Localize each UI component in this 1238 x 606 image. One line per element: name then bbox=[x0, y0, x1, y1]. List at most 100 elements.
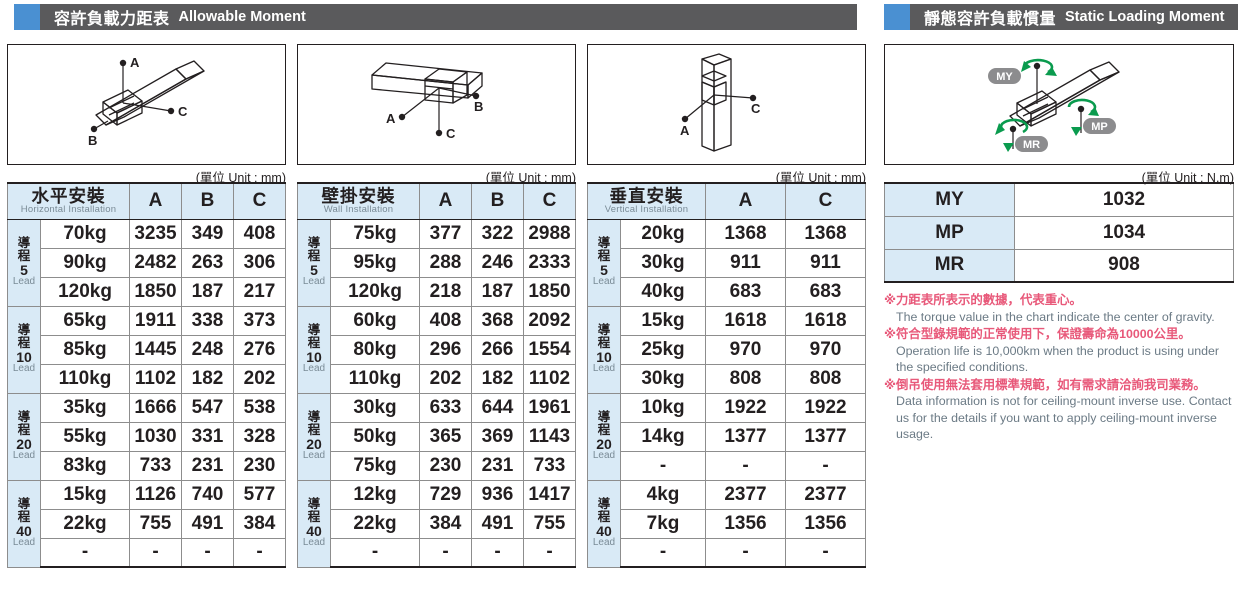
value-cell: 740 bbox=[181, 479, 234, 510]
table-row: --- bbox=[588, 537, 866, 568]
table-row: 90kg 2482 263 306 bbox=[8, 247, 286, 278]
moment-label: MP bbox=[884, 215, 1015, 250]
value-cell: 970 bbox=[705, 334, 786, 365]
table-row: 導程 5 Lead 20kg 1368 1368 bbox=[587, 218, 866, 307]
value-cell: 538 bbox=[233, 392, 286, 423]
value-cell: 1377 bbox=[785, 421, 866, 452]
wall-installation-diagram: A B C bbox=[297, 44, 576, 165]
table-row: 導程 40 Lead 12kg 729 936 1417 bbox=[297, 479, 576, 568]
label-a: A bbox=[680, 123, 690, 138]
unit-caption-static: (單位 Unit : N.m) bbox=[1141, 171, 1234, 185]
unit-caption-horizontal: (單位 Unit : mm) bbox=[195, 171, 286, 185]
value-cell: - bbox=[129, 537, 182, 568]
load-cell: 120kg bbox=[40, 276, 130, 307]
value-cell: 936 bbox=[471, 479, 524, 510]
table-row: 22kg 755 491 384 bbox=[8, 508, 286, 539]
value-cell: 266 bbox=[471, 334, 524, 365]
mp-badge: MP bbox=[1083, 118, 1116, 134]
load-cell: 65kg bbox=[40, 305, 130, 336]
value-cell: 2092 bbox=[523, 305, 576, 336]
lead-group-label: 導程 10 Lead bbox=[587, 305, 621, 394]
value-cell: - bbox=[471, 537, 524, 568]
value-cell: 182 bbox=[181, 363, 234, 394]
table-row: 50kg 365 369 1143 bbox=[298, 421, 576, 452]
section-title-allowable-moment: 容許負載力距表 Allowable Moment bbox=[14, 4, 857, 30]
load-cell: - bbox=[330, 537, 420, 568]
value-cell: 408 bbox=[233, 218, 286, 249]
accent-block-left bbox=[14, 4, 40, 30]
value-cell: 729 bbox=[419, 479, 472, 510]
table-row: ---- bbox=[298, 537, 576, 568]
load-cell: 15kg bbox=[40, 479, 130, 510]
table-row: 導程 5 Lead 75kg 377 322 2988 bbox=[297, 218, 576, 307]
lead-group-label: 導程 5 Lead bbox=[587, 218, 621, 307]
value-cell: 644 bbox=[471, 392, 524, 423]
value-cell: 1368 bbox=[705, 218, 786, 249]
load-cell: 50kg bbox=[330, 421, 420, 452]
load-cell: 83kg bbox=[40, 450, 130, 481]
value-cell: 491 bbox=[471, 508, 524, 539]
value-cell: 1618 bbox=[705, 305, 786, 336]
value-cell: 577 bbox=[233, 479, 286, 510]
moment-label: MR bbox=[884, 248, 1015, 283]
load-cell: 4kg bbox=[620, 479, 706, 510]
column-header-a: A bbox=[419, 182, 472, 220]
lead-group-label: 導程 5 Lead bbox=[297, 218, 331, 307]
table-row: 導程 10 Lead 60kg 408 368 2092 bbox=[297, 305, 576, 394]
moment-value: 1034 bbox=[1014, 215, 1234, 250]
value-cell: 373 bbox=[233, 305, 286, 336]
lead-group-label: 導程 10 Lead bbox=[7, 305, 41, 394]
point-a-marker bbox=[119, 59, 127, 67]
value-cell: - bbox=[785, 537, 866, 568]
value-cell: 733 bbox=[523, 450, 576, 481]
value-cell: 1445 bbox=[129, 334, 182, 365]
value-cell: 384 bbox=[419, 508, 472, 539]
column-header-b: B bbox=[471, 182, 524, 220]
load-cell: 60kg bbox=[330, 305, 420, 336]
load-cell: 30kg bbox=[620, 247, 706, 278]
value-cell: 970 bbox=[785, 334, 866, 365]
value-cell: 808 bbox=[785, 363, 866, 394]
value-cell: 230 bbox=[419, 450, 472, 481]
value-cell: 2988 bbox=[523, 218, 576, 249]
load-cell: 14kg bbox=[620, 421, 706, 452]
value-cell: 182 bbox=[471, 363, 524, 394]
value-cell: 1126 bbox=[129, 479, 182, 510]
value-cell: - bbox=[705, 537, 786, 568]
column-header-c: C bbox=[785, 182, 866, 220]
value-cell: 276 bbox=[233, 334, 286, 365]
value-cell: - bbox=[705, 450, 786, 481]
label-c: C bbox=[178, 104, 188, 119]
value-cell: 547 bbox=[181, 392, 234, 423]
note-item: ※力距表所表示的數據，代表重心。 The torque value in the … bbox=[884, 292, 1236, 325]
svg-text:MY: MY bbox=[996, 71, 1013, 83]
value-cell: 1368 bbox=[785, 218, 866, 249]
table-row: 80kg 296 266 1554 bbox=[298, 334, 576, 365]
table-row: 導程 40 Lead 4kg 2377 2377 bbox=[587, 479, 866, 568]
value-cell: 202 bbox=[419, 363, 472, 394]
value-cell: 1554 bbox=[523, 334, 576, 365]
value-cell: 2377 bbox=[785, 479, 866, 510]
note-text-en: The torque value in the chart indicate t… bbox=[896, 309, 1215, 324]
table-row: 導程 10 Lead 65kg 1911 338 373 bbox=[7, 305, 286, 394]
value-cell: 1850 bbox=[523, 276, 576, 307]
load-cell: 25kg bbox=[620, 334, 706, 365]
lead-group-label: 導程 20 Lead bbox=[297, 392, 331, 481]
load-cell: 75kg bbox=[330, 218, 420, 249]
load-cell: - bbox=[620, 450, 706, 481]
svg-text:MP: MP bbox=[1091, 121, 1108, 133]
table-mode-header: 水平安裝 Horizontal Installation bbox=[7, 182, 130, 220]
static-loading-moment-table: MY 1032 MP 1034 MR 908 bbox=[884, 182, 1234, 283]
value-cell: 1102 bbox=[523, 363, 576, 394]
point-b-marker bbox=[472, 92, 480, 100]
table-row: 30kg 911 911 bbox=[588, 247, 866, 278]
point-c-marker bbox=[167, 107, 175, 115]
value-cell: 755 bbox=[129, 508, 182, 539]
label-a: A bbox=[130, 55, 140, 70]
note-item: ※倒吊使用無法套用標準規範，如有需求請洽詢我司業務。 Data informati… bbox=[884, 377, 1236, 443]
table-row: 40kg 683 683 bbox=[588, 276, 866, 307]
table-row: 85kg 1445 248 276 bbox=[8, 334, 286, 365]
value-cell: 733 bbox=[129, 450, 182, 481]
load-cell: 95kg bbox=[330, 247, 420, 278]
section-title-right-en: Static Loading Moment bbox=[1065, 9, 1225, 25]
